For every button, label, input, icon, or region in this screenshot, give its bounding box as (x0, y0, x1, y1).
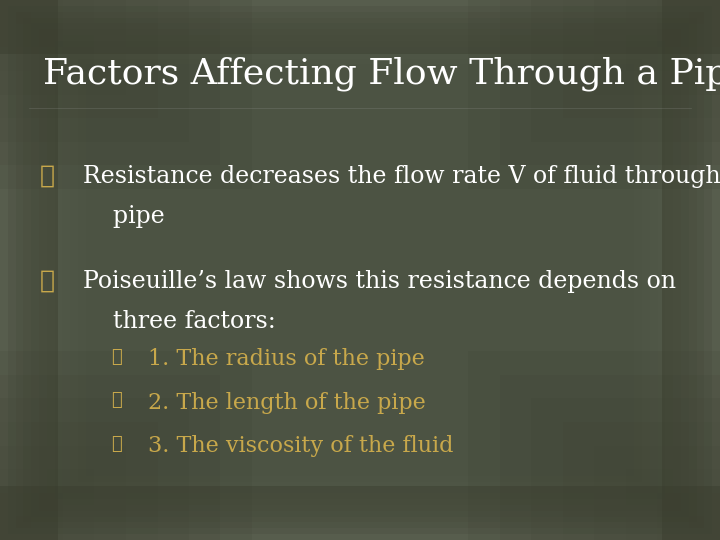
Text: three factors:: three factors: (83, 310, 276, 334)
Bar (657, 0, 720, 47)
Bar (0, 351, 252, 540)
Bar (71, 53, 649, 487)
Bar (531, 0, 720, 141)
Bar (55, 41, 665, 499)
Bar (0, 0, 126, 94)
Text: Resistance decreases the flow rate V of fluid through a: Resistance decreases the flow rate V of … (83, 165, 720, 188)
Bar (657, 492, 720, 540)
Bar (47, 35, 673, 505)
Text: 3. The viscosity of the fluid: 3. The viscosity of the fluid (148, 435, 453, 457)
Bar (662, 0, 720, 540)
Bar (0, 0, 32, 24)
Bar (0, 0, 63, 47)
Bar (0, 0, 720, 54)
Text: ❧: ❧ (112, 348, 122, 366)
Text: ❧: ❧ (40, 165, 55, 188)
Bar (0, 469, 94, 540)
Bar (562, 422, 720, 540)
Bar (594, 0, 720, 94)
Bar (0, 0, 189, 141)
Bar (0, 516, 32, 540)
Bar (0, 446, 126, 540)
Bar (468, 0, 720, 189)
Bar (594, 446, 720, 540)
Bar (0, 492, 63, 540)
Bar (0, 0, 158, 118)
Bar (39, 29, 681, 511)
Bar (0, 486, 720, 540)
Bar (531, 399, 720, 540)
Bar (500, 0, 720, 165)
Text: ❧: ❧ (40, 270, 55, 293)
Bar (86, 64, 634, 476)
Text: Factors Affecting Flow Through a Pipe: Factors Affecting Flow Through a Pipe (43, 57, 720, 91)
Text: 1. The radius of the pipe: 1. The radius of the pipe (148, 348, 424, 370)
Text: pipe: pipe (83, 205, 165, 228)
Bar (0, 0, 58, 540)
Bar (0, 422, 158, 540)
Bar (0, 0, 252, 189)
Bar (78, 58, 642, 482)
Bar (626, 0, 720, 71)
Text: 2. The length of the pipe: 2. The length of the pipe (148, 392, 426, 414)
Bar (500, 375, 720, 540)
Text: Poiseuille’s law shows this resistance depends on: Poiseuille’s law shows this resistance d… (83, 270, 676, 293)
Bar (0, 0, 94, 71)
Bar (468, 351, 720, 540)
Text: ❧: ❧ (112, 392, 122, 409)
Bar (0, 0, 220, 165)
Bar (0, 375, 220, 540)
Bar (0, 399, 189, 540)
Bar (63, 47, 657, 493)
Bar (688, 0, 720, 24)
Bar (626, 469, 720, 540)
Bar (688, 516, 720, 540)
Text: ❧: ❧ (112, 435, 122, 453)
Bar (562, 0, 720, 118)
